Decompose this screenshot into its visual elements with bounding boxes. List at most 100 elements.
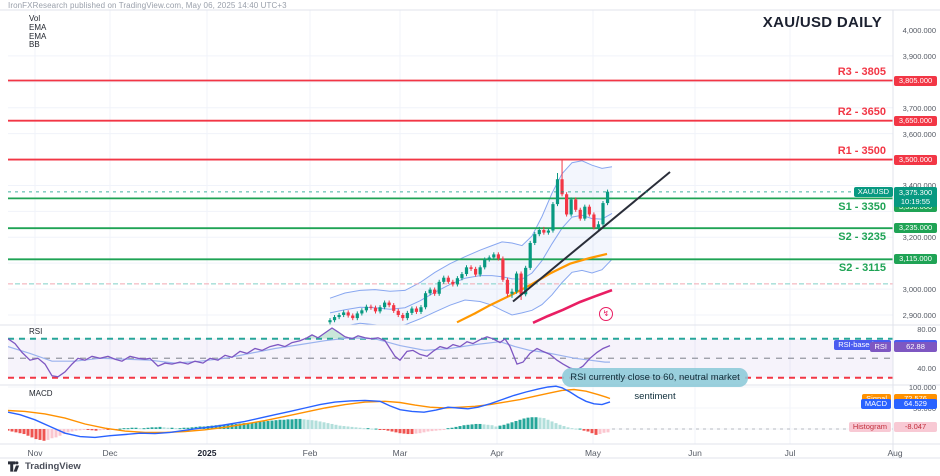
candle-body	[560, 179, 564, 195]
candle-body	[542, 230, 546, 233]
candle-body	[569, 199, 573, 215]
macd-histogram-bar	[394, 429, 398, 433]
time-axis-label-Feb[interactable]: Feb	[302, 448, 318, 458]
ema-pink-line[interactable]	[532, 288, 613, 324]
legend-item-ema-1[interactable]: EMA	[29, 22, 47, 32]
price-axis-tick[interactable]: 4,000.000	[902, 26, 936, 35]
macd-line[interactable]	[8, 385, 611, 439]
macd-histogram-bar	[598, 429, 602, 435]
candle-body	[328, 320, 332, 323]
macd-histogram-bar	[266, 421, 270, 429]
candle-body	[501, 258, 505, 280]
tradingview-logo[interactable]: TradingView	[8, 461, 81, 472]
macd-histogram-bar	[454, 426, 458, 429]
legend-item-ema-2[interactable]: EMA	[29, 31, 47, 41]
macd-histogram-bar	[370, 428, 374, 430]
macd-axis-tick[interactable]: 100.000	[908, 383, 936, 392]
candle-body	[492, 254, 496, 258]
price-axis-tick[interactable]: 3,000.000	[902, 285, 936, 295]
macd-histogram-bar	[18, 429, 22, 434]
bollinger-basis-line[interactable]	[329, 212, 613, 314]
time-axis-label-Jul[interactable]: Jul	[784, 448, 796, 458]
macd-histogram-bar	[126, 428, 130, 430]
flash-marker-icon[interactable]: ↯	[599, 307, 613, 321]
time-axis-label-Mar[interactable]: Mar	[392, 448, 408, 458]
price-axis-tick[interactable]: 3,600.000	[902, 129, 936, 139]
macd-histogram-bar	[138, 428, 142, 430]
rsi-line[interactable]	[8, 327, 611, 378]
macd-histogram-bar	[322, 422, 326, 429]
price-axis-tick[interactable]: 3,400.000	[902, 181, 936, 191]
macd-histogram-bar	[558, 424, 562, 429]
price-axis-tick[interactable]: 3,900.000	[902, 51, 936, 61]
rsi-pane[interactable]	[8, 327, 893, 379]
rsi-axis-tick[interactable]: 40.00	[917, 364, 936, 373]
macd-name-badge: MACD	[860, 398, 891, 409]
price-axis-tick[interactable]: 2,900.000	[902, 311, 936, 320]
rsi-annotation-note[interactable]: RSI currently close to 60, neutral marke…	[562, 368, 748, 402]
macd-histogram-bar	[402, 429, 406, 434]
macd-histogram-bar	[178, 428, 182, 430]
level-price-badge: 3,500.000	[894, 154, 937, 165]
time-axis-label-May[interactable]: May	[584, 448, 602, 458]
time-axis-label-Aug[interactable]: Aug	[887, 448, 903, 458]
macd-signal-line[interactable]	[8, 388, 611, 434]
candle-body	[396, 310, 400, 315]
macd-histogram-bar	[586, 429, 590, 432]
macd-histogram-bar	[54, 429, 58, 438]
candle-body	[383, 302, 387, 308]
indicator-legend[interactable]: Vol EMA EMA BB	[29, 14, 47, 50]
time-axis-label-Apr[interactable]: Apr	[490, 448, 504, 458]
macd-histogram-bar	[514, 421, 518, 429]
candle-body	[346, 312, 350, 316]
macd-histogram-bar	[494, 426, 498, 429]
time-axis-label-Nov[interactable]: Nov	[27, 448, 43, 458]
legend-item-vol-0[interactable]: Vol	[29, 14, 41, 23]
price-axis-tick[interactable]: 3,200.000	[902, 233, 936, 243]
macd-histogram-bar	[174, 428, 178, 430]
time-axis-label-2025[interactable]: 2025	[197, 448, 217, 458]
rsi-pane-label[interactable]: RSI	[29, 327, 43, 336]
macd-histogram-bar	[274, 420, 278, 429]
macd-histogram-bar	[46, 429, 50, 440]
macd-histogram-bar	[246, 423, 250, 429]
price-axis-tick[interactable]: 3,700.000	[902, 103, 936, 113]
candle-body	[514, 273, 519, 292]
macd-histogram-bar	[566, 427, 570, 429]
macd-histogram-bar	[490, 425, 494, 429]
macd-histogram-bar	[442, 429, 446, 430]
price-pane[interactable]	[8, 79, 893, 328]
macd-histogram-bar	[258, 421, 262, 429]
candle-body	[578, 209, 582, 219]
macd-histogram-bar	[578, 428, 582, 430]
macd-histogram-bar	[158, 426, 162, 429]
bollinger-lower-line[interactable]	[330, 258, 613, 327]
macd-histogram-bar	[386, 429, 390, 431]
time-axis-label-Dec[interactable]: Dec	[102, 448, 118, 458]
macd-histogram-bar	[362, 428, 366, 430]
macd-histogram-bar	[466, 424, 470, 429]
bollinger-upper-line[interactable]	[329, 160, 613, 299]
rsi-axis-tick[interactable]: 80.00	[917, 325, 936, 334]
macd-histogram-bar	[354, 427, 358, 429]
legend-item-bb-3[interactable]: BB	[29, 40, 40, 50]
macd-histogram-bar	[406, 429, 410, 435]
macd-histogram-bar	[434, 429, 438, 431]
macd-histogram-bar	[590, 429, 594, 434]
macd-histogram-bar	[98, 429, 102, 431]
macd-histogram-bar	[50, 429, 54, 439]
candle-body	[583, 206, 587, 219]
candle-body	[478, 267, 482, 275]
macd-histogram-bar	[302, 419, 306, 429]
ema-orange-line[interactable]	[456, 252, 608, 324]
macd-pane-label[interactable]: MACD	[29, 389, 53, 398]
macd-histogram-bar	[298, 418, 302, 429]
time-axis-label-Jun[interactable]: Jun	[688, 448, 702, 458]
candle-body	[369, 306, 373, 308]
candle-body	[342, 312, 346, 315]
macd-pane[interactable]	[7, 385, 894, 441]
macd-histogram-bar	[94, 429, 98, 431]
candle-body	[351, 315, 355, 319]
trendline[interactable]	[512, 171, 671, 303]
